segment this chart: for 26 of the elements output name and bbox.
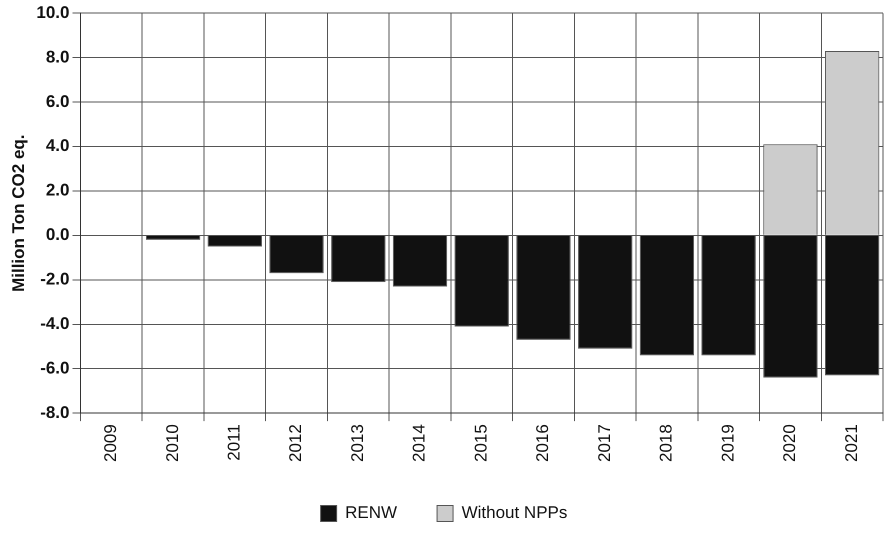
x-tick-label: 2013 bbox=[348, 424, 367, 462]
x-tick-label: 2018 bbox=[656, 424, 676, 462]
y-tick-label: 6.0 bbox=[46, 92, 70, 111]
y-tick-label: 8.0 bbox=[46, 47, 70, 66]
x-tick-label: 2021 bbox=[842, 424, 861, 462]
x-tick-label: 2011 bbox=[224, 424, 244, 461]
y-tick-label: 0.0 bbox=[46, 225, 70, 244]
y-tick-label: 4.0 bbox=[46, 136, 70, 156]
y-tick-label: -2.0 bbox=[40, 270, 70, 289]
x-tick-label: 2010 bbox=[162, 424, 182, 462]
y-axis-title: Million Ton CO2 eq. bbox=[8, 134, 28, 292]
x-tick-label: 2019 bbox=[718, 424, 738, 462]
y-tick-label: -6.0 bbox=[40, 358, 70, 378]
y-tick-label: 10.0 bbox=[36, 2, 70, 22]
x-tick-label: 2017 bbox=[594, 424, 614, 462]
y-tick-label: -4.0 bbox=[40, 314, 70, 333]
x-tick-label: 2012 bbox=[286, 424, 306, 462]
legend-label: RENW bbox=[345, 503, 398, 522]
legend-label: Without NPPs bbox=[462, 503, 568, 522]
x-tick-label: 2009 bbox=[101, 424, 120, 462]
y-tick-label: -8.0 bbox=[40, 402, 70, 422]
x-tick-label: 2015 bbox=[471, 424, 490, 462]
x-tick-label: 2016 bbox=[533, 424, 552, 462]
x-tick-label: 2020 bbox=[780, 424, 800, 462]
y-tick-label: 2.0 bbox=[46, 180, 70, 200]
x-tick-label: 2014 bbox=[410, 424, 429, 462]
